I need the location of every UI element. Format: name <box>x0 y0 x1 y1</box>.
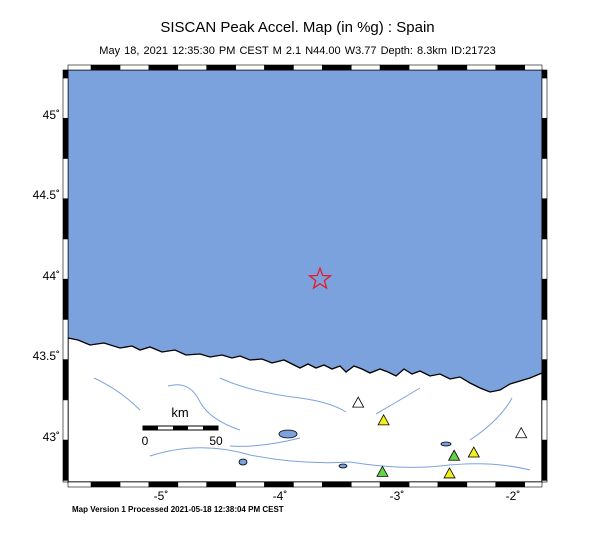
lat-label: 45˚ <box>43 108 60 122</box>
frame-band <box>90 481 121 488</box>
frame-band <box>148 481 179 488</box>
event-details: May 18, 2021 12:35:30 PM CEST M 2.1 N44.… <box>99 45 496 57</box>
scale-bar: km 0 50 <box>142 405 223 448</box>
frame-band <box>62 158 69 200</box>
station-triangle-icon <box>515 426 528 439</box>
lat-label: 43˚ <box>43 430 60 444</box>
frame-band <box>67 64 92 71</box>
land-area <box>67 337 543 483</box>
frame-band <box>541 319 548 360</box>
frame-band <box>293 481 323 488</box>
lat-label: 44.5˚ <box>33 188 60 202</box>
frame-band <box>524 481 543 488</box>
scale-unit: km <box>171 405 188 420</box>
frame-band <box>62 399 69 441</box>
lon-label: -5˚ <box>154 489 169 503</box>
frame-band <box>206 481 236 488</box>
frame-band <box>62 117 69 159</box>
frame-band <box>437 481 468 488</box>
station-triangle-icon <box>443 467 456 479</box>
lon-label: -3˚ <box>390 489 405 503</box>
frame-band <box>541 198 548 240</box>
frame-band <box>293 64 323 71</box>
frame-band <box>235 481 265 488</box>
reservoir <box>338 463 348 469</box>
scale-end: 50 <box>209 434 223 448</box>
processing-note: Map Version 1 Processed 2021-05-18 12:38… <box>72 505 284 514</box>
frame-band <box>206 64 236 71</box>
frame-band <box>379 481 410 488</box>
frame-band <box>524 64 543 71</box>
station-triangle-icon <box>376 465 389 477</box>
frame-band <box>62 77 69 119</box>
frame-band <box>408 64 439 71</box>
frame-band <box>541 117 548 159</box>
reservoir <box>278 429 298 439</box>
station-triangle-icon <box>467 446 480 458</box>
frame-band <box>62 198 69 240</box>
station-triangle-icon <box>377 414 390 426</box>
epicenter-star-icon <box>307 266 333 290</box>
reservoir <box>440 441 452 447</box>
frame-band <box>62 439 69 481</box>
frame-band <box>322 481 352 488</box>
frame-band <box>148 64 179 71</box>
frame-band <box>541 480 548 483</box>
frame-band <box>495 64 525 71</box>
frame-band <box>541 238 548 280</box>
frame-band <box>62 480 69 483</box>
frame-band <box>541 399 548 441</box>
river <box>219 377 347 413</box>
frame-band <box>264 481 294 488</box>
frame-band <box>90 64 121 71</box>
frame-band <box>177 481 208 488</box>
frame-band <box>541 158 548 200</box>
frame-band <box>437 64 468 71</box>
river <box>93 377 141 411</box>
frame-band <box>235 64 265 71</box>
frame-band <box>62 278 69 320</box>
frame-band <box>541 69 548 79</box>
frame-band <box>62 69 69 79</box>
map-title: SISCAN Peak Accel. Map (in %g) : Spain <box>160 19 435 36</box>
lon-label: -4˚ <box>273 489 288 503</box>
frame-band <box>264 64 294 71</box>
frame-band <box>350 481 381 488</box>
lon-label: -2˚ <box>506 489 521 503</box>
frame-band <box>62 238 69 280</box>
frame-band <box>408 481 439 488</box>
river <box>167 384 241 431</box>
frame-band <box>119 481 150 488</box>
frame-band <box>119 64 150 71</box>
river <box>469 397 513 441</box>
frame-band <box>62 359 69 401</box>
frame-band <box>466 64 497 71</box>
frame-band <box>541 278 548 320</box>
reservoir <box>238 458 248 466</box>
frame-band <box>541 77 548 119</box>
frame-band <box>350 64 381 71</box>
frame-band <box>322 64 352 71</box>
frame-band <box>541 439 548 481</box>
lat-label: 44˚ <box>43 269 60 283</box>
river <box>375 387 421 415</box>
frame-band <box>177 64 208 71</box>
frame-band <box>466 481 497 488</box>
frame-band <box>379 64 410 71</box>
frame-band <box>67 481 92 488</box>
station-triangle-icon <box>447 449 461 461</box>
frame-band <box>495 481 525 488</box>
frame-band <box>62 319 69 360</box>
scale-start: 0 <box>142 434 149 448</box>
frame-band <box>541 359 548 401</box>
lat-label: 43.5˚ <box>33 349 60 363</box>
river <box>229 437 301 447</box>
station-triangle-icon <box>352 396 365 408</box>
river <box>149 447 531 471</box>
